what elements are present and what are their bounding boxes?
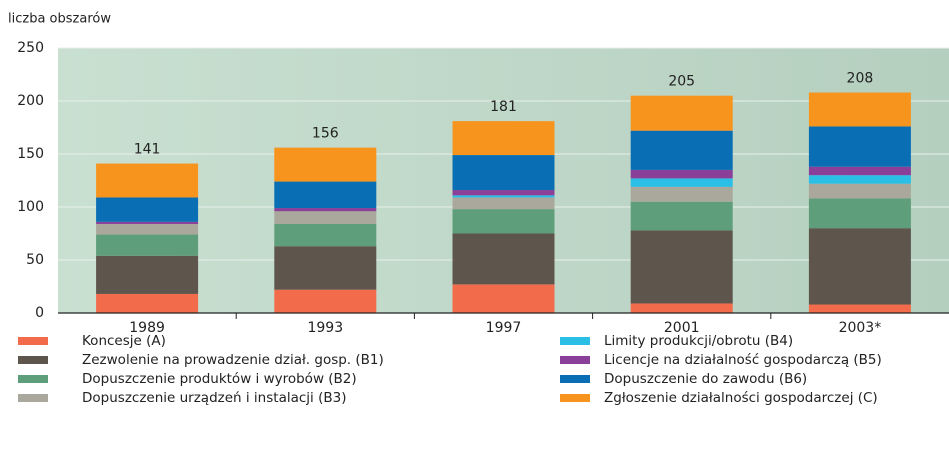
- bar-segment: [808, 175, 911, 184]
- legend-swatch: [560, 356, 590, 364]
- legend-label: Koncesje (A): [82, 333, 166, 349]
- legend-swatch: [560, 337, 590, 345]
- bar-segment: [452, 121, 555, 156]
- legend-label: Limity produkcji/obrotu (B4): [604, 333, 793, 349]
- y-axis-label: liczba obszarów: [8, 12, 111, 27]
- x-tick-label: 2003*: [839, 320, 882, 336]
- y-tick-label: 150: [17, 146, 44, 162]
- legend-label: Licencje na działalność gospodarczą (B5): [604, 352, 882, 368]
- x-tick-label: 1997: [486, 320, 522, 336]
- bar-segment: [452, 155, 555, 191]
- bar-segment: [96, 293, 199, 313]
- total-label: 141: [134, 142, 161, 158]
- legend-swatch: [18, 375, 48, 383]
- bar-segment: [452, 197, 555, 210]
- legend-label: Zgłoszenie działalności gospodarczej (C): [604, 390, 878, 406]
- bar-segment: [274, 147, 377, 182]
- bar-segment: [452, 284, 555, 313]
- total-label: 156: [312, 126, 339, 142]
- bar-segment: [808, 228, 911, 305]
- bar-segment: [808, 166, 911, 176]
- x-tick-label: 1993: [307, 320, 343, 336]
- bar-segment: [452, 195, 555, 198]
- bar-segment: [630, 201, 733, 231]
- x-tick-label: 2001: [664, 320, 700, 336]
- y-tick-label: 100: [17, 199, 44, 215]
- legend-label: Dopuszczenie produktów i wyrobów (B2): [82, 371, 357, 387]
- total-label: 205: [668, 74, 695, 90]
- bar-segment: [96, 223, 199, 235]
- x-tick-label: 1989: [129, 320, 165, 336]
- bar-segment: [96, 255, 199, 294]
- bar-segment: [274, 246, 377, 290]
- legend-label: Zezwolenie na prowadzenie dział. gosp. (…: [82, 352, 384, 368]
- legend-label: Dopuszczenie do zawodu (B6): [604, 371, 807, 387]
- total-label: 181: [490, 99, 517, 115]
- bar-segment: [274, 181, 377, 209]
- bar-segment: [808, 183, 911, 199]
- bar-segment: [96, 197, 199, 222]
- legend-swatch: [18, 394, 48, 402]
- bar-segment: [274, 223, 377, 247]
- bar-segment: [630, 178, 733, 187]
- bar-segment: [96, 163, 199, 198]
- bar-segment: [630, 186, 733, 202]
- bar-segment: [630, 130, 733, 170]
- legend-label: Dopuszczenie urządzeń i instalacji (B3): [82, 390, 346, 406]
- total-label: 208: [847, 71, 874, 87]
- legend-swatch: [18, 337, 48, 345]
- bar-segment: [274, 208, 377, 212]
- bar-segment: [96, 234, 199, 256]
- legend-swatch: [18, 356, 48, 364]
- bar-segment: [274, 289, 377, 313]
- legend-swatch: [560, 375, 590, 383]
- bar-segment: [808, 92, 911, 127]
- bar-segment: [452, 233, 555, 285]
- y-tick-label: 250: [17, 40, 44, 56]
- bar-segment: [96, 221, 199, 224]
- bar-segment: [808, 304, 911, 313]
- bar-segment: [630, 230, 733, 304]
- bar-segment: [630, 303, 733, 313]
- y-tick-label: 0: [35, 305, 44, 321]
- bar-segment: [808, 126, 911, 167]
- y-tick-label: 200: [17, 93, 44, 109]
- y-tick-label: 50: [26, 252, 44, 268]
- bar-segment: [630, 95, 733, 131]
- bar-segment: [630, 169, 733, 179]
- legend-swatch: [560, 394, 590, 402]
- bar-segment: [452, 209, 555, 234]
- bar-segment: [808, 198, 911, 229]
- bar-segment: [274, 211, 377, 224]
- bar-segment: [452, 190, 555, 196]
